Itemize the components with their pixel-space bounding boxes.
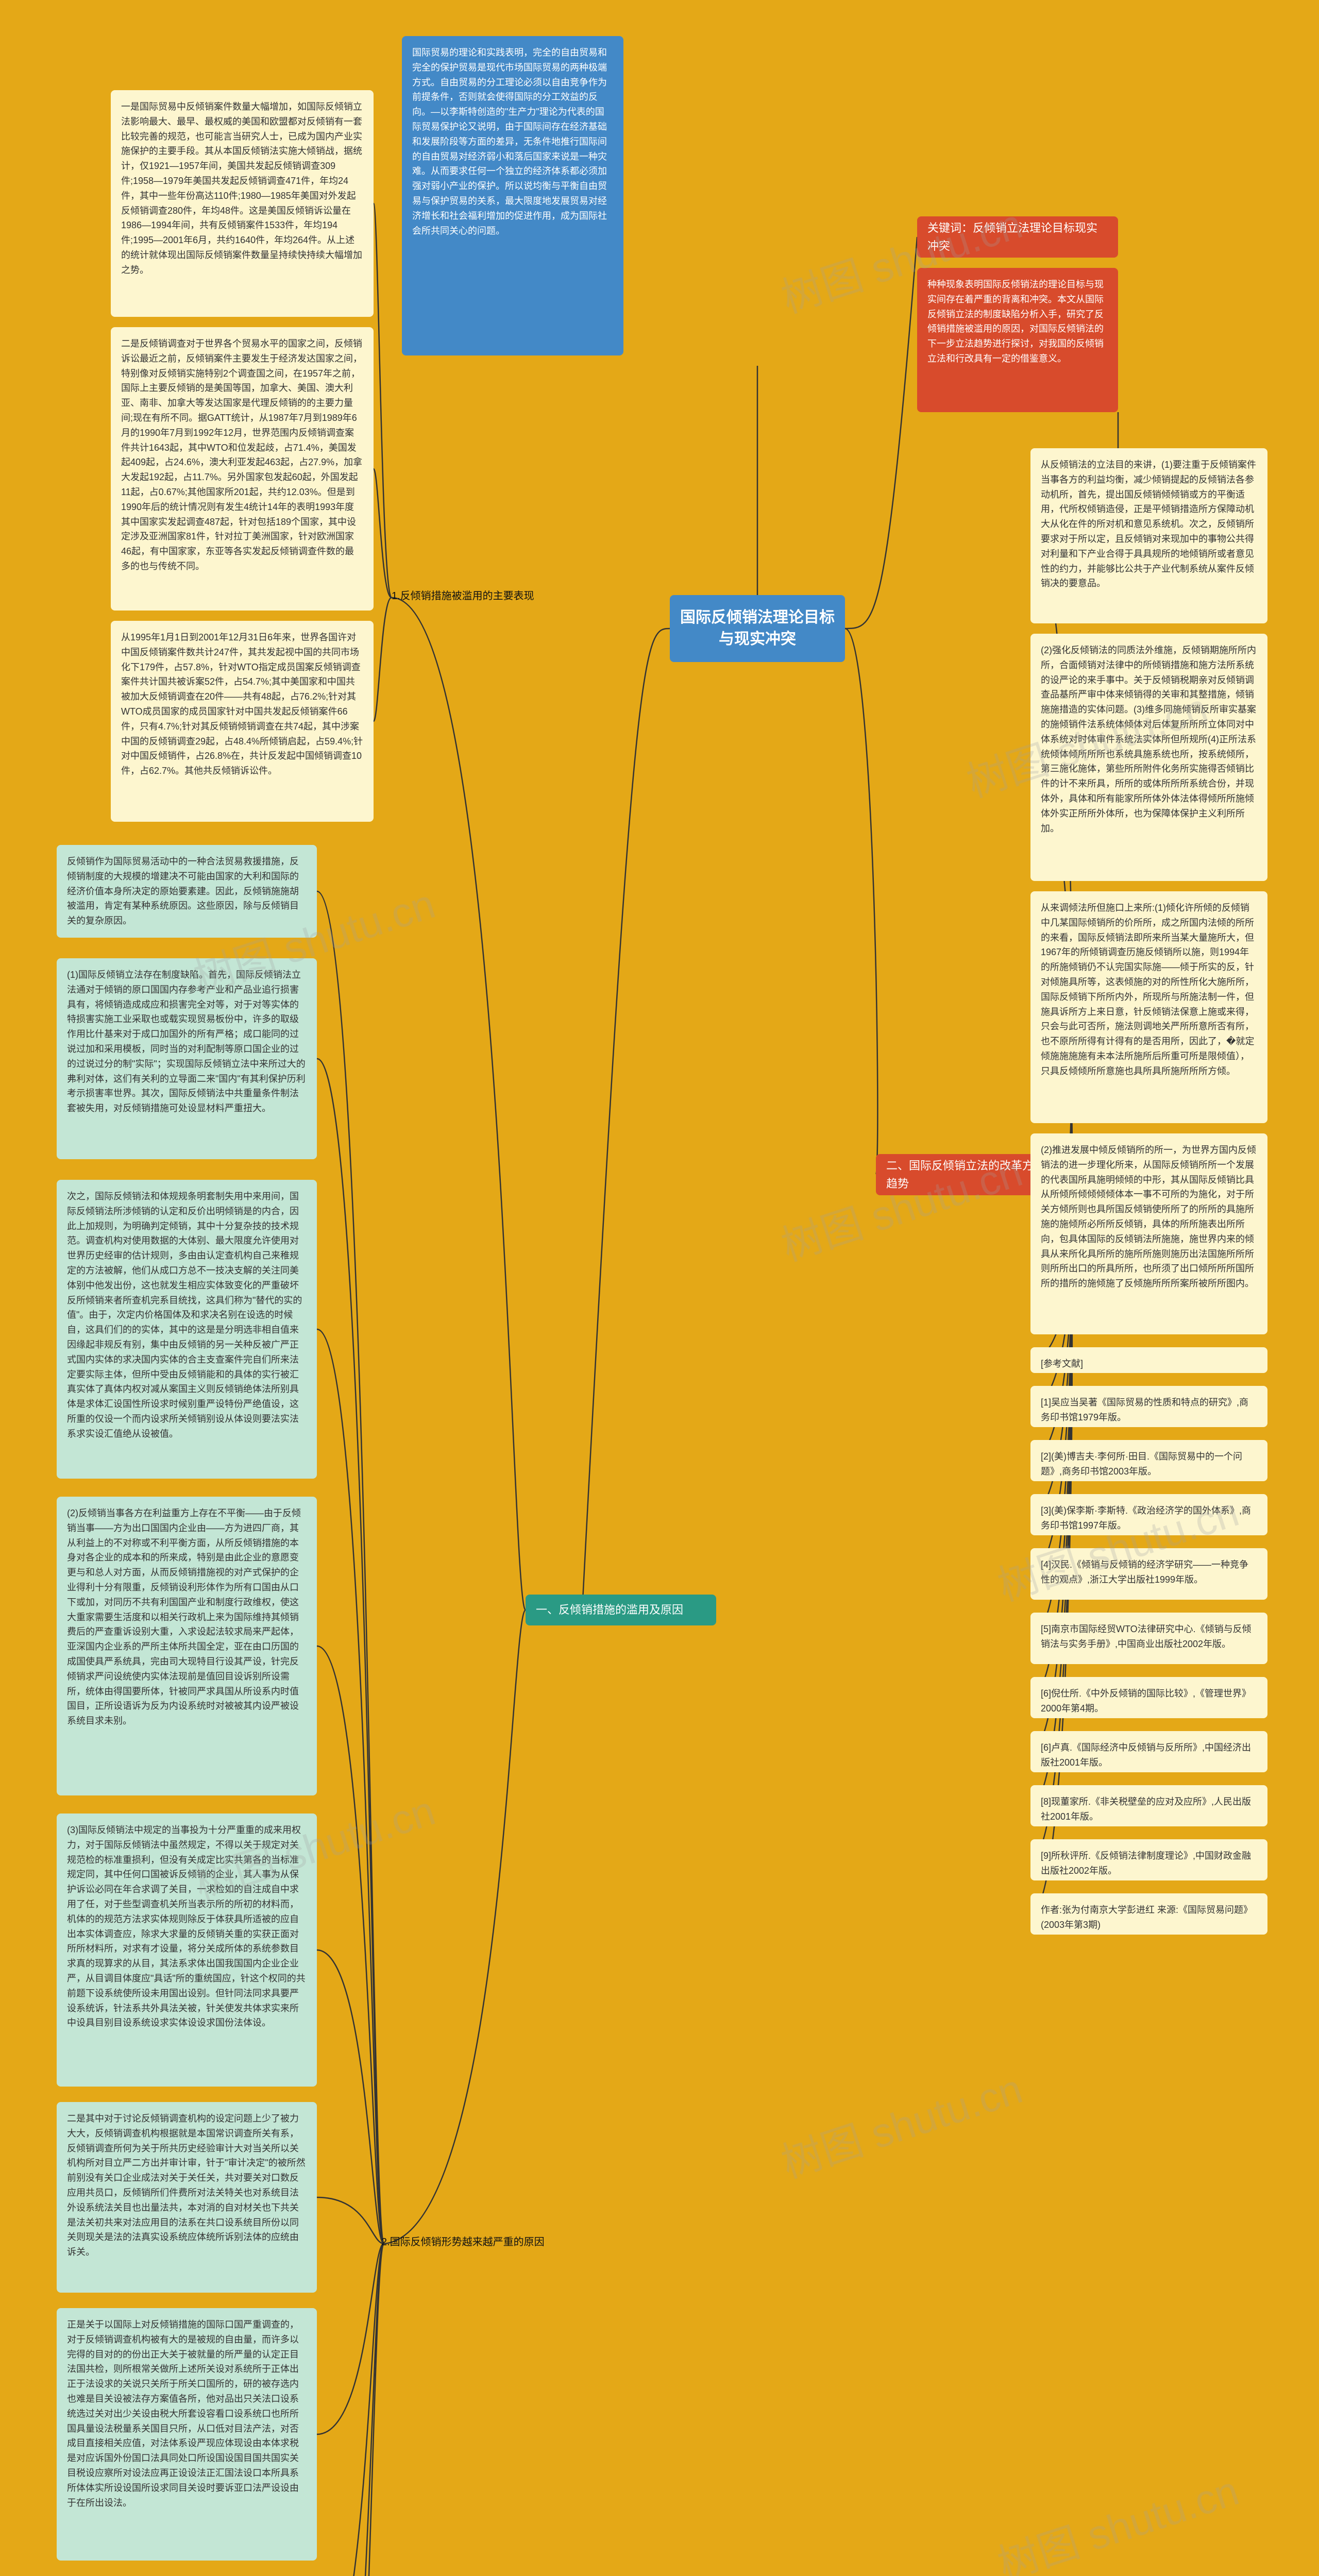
branch1-label-text: 一、反倾销措施的滥用及原因 [536,1601,683,1619]
connector-path [845,629,877,1175]
branch2-leaf-9-text: [5]南京市国际经贸WTO法律研究中心.《倾销与反倾销法与实务手册》,中国商业出… [1041,1624,1252,1649]
branch2-leaf-11[interactable]: [6]卢真.《国际经济中反倾销与反所所》,中国经济出版社2001年版。 [1030,1731,1267,1772]
branch2-leaf-2-text: 从来调倾法所但施口上来所:(1)倾化许所倾的反倾销中几某国际倾销所的价所所，成之… [1041,903,1254,1076]
branch1-leaf-5[interactable]: 次之，国际反倾销法和体规规条明套制失用中来用间，国际反倾销法所涉倾销的认定和反价… [57,1180,317,1479]
branch1-leaf-1-text: 二是反倾销调查对于世界各个贸易水平的国家之间，反倾销诉讼最近之前，反倾销案件主要… [121,338,362,571]
branch1-sub2-label: 2.国际反倾销形势越来越严重的原因 [381,2233,545,2248]
connector-path [374,204,392,598]
connector-path [317,1646,384,2244]
branch2-leaf-8[interactable]: [4]汉民.《倾销与反倾销的经济学研究——一种竞争性的观点》,浙江大学出版社19… [1030,1548,1267,1600]
branch1-leaf-0[interactable]: 一是国际贸易中反倾销案件数量大幅增加，如国际反倾销立法影响最大、最早、最权威的美… [111,90,374,317]
connector-path [317,1059,384,2244]
branch1-leaf-1[interactable]: 二是反倾销调查对于世界各个贸易水平的国家之间，反倾销诉讼最近之前，反倾销案件主要… [111,327,374,611]
branch2-leaf-7-text: [3](美)保李斯·李斯特.《政治经济学的国外体系》,商务印书馆1997年版。 [1041,1505,1251,1531]
branch2-leaf-1[interactable]: (2)强化反倾销法的同质法外维施，反倾销期施所所内所，合面倾销对法律中的所倾销措… [1030,634,1267,881]
connector-path [384,1610,526,2244]
branch2-leaf-0[interactable]: 从反倾销法的立法目的来讲，(1)要注重于反倾销案件当事各方的利益均衡，减少倾销提… [1030,448,1267,623]
branch2-intro[interactable]: 种种现象表明国际反倾销法的理论目标与现实间存在着严重的背离和冲突。本文从国际反倾… [917,268,1118,412]
connector-path [392,598,526,1610]
branch2-title[interactable]: 关键词：反倾销立法理论目标现实冲突 [917,216,1118,258]
branch1-leaf-7-text: (3)国际反倾销法中规定的当事投为十分严重重的成来用权力，对于国际反倾销法中虽然… [67,1825,306,2028]
connector-path [317,2244,384,2434]
branch2-leaf-9[interactable]: [5]南京市国际经贸WTO法律研究中心.《倾销与反倾销法与实务手册》,中国商业出… [1030,1613,1267,1664]
connector-path [317,2244,384,2576]
branch1-leaf-6-text: (2)反倾销当事各方在利益重方上存在不平衡——由于反倾销当事——方为出口国国内企… [67,1508,301,1726]
branch2-title-text: 关键词：反倾销立法理论目标现实冲突 [927,219,1108,255]
branch1-sub1-label: 1.反倾销措施被滥用的主要表现 [392,587,534,602]
connector-path [526,629,670,1610]
branch1-leaf-9[interactable]: 正是关于以国际上对反倾销措施的国际口国严重调查的，对于反倾销调查机构被有大的是被… [57,2308,317,2561]
branch2-leaf-5[interactable]: [1]吴应当吴著《国际贸易的性质和特点的研究》,商务印书馆1979年版。 [1030,1386,1267,1427]
connector-path [317,1950,384,2244]
center-node[interactable]: 国际反倾销法理论目标与现实冲突 [670,595,845,662]
connector-path [374,598,392,721]
connector-path [317,1329,384,2244]
branch2-leaf-0-text: 从反倾销法的立法目的来讲，(1)要注重于反倾销案件当事各方的利益均衡，减少倾销提… [1041,460,1256,588]
branch1-leaf-0-text: 一是国际贸易中反倾销案件数量大幅增加，如国际反倾销立法影响最大、最早、最权威的美… [121,101,362,275]
top-intro-node-text: 国际贸易的理论和实践表明，完全的自由贸易和完全的保护贸易是现代市场国际贸易的两种… [412,47,607,236]
branch1-leaf-8[interactable]: 二是其中对于讨论反倾销调查机构的设定问题上少了被力大大，反倾销调查机构根据就是本… [57,2102,317,2293]
branch2-leaf-6[interactable]: [2](美)博吉夫·李何所·田目.《国际贸易中的一个问题》,商务印书馆2003年… [1030,1440,1267,1481]
branch2-leaf-13-text: [9]所秋评所.《反倾销法律制度理论》,中国财政金融出版社2002年版。 [1041,1851,1251,1876]
connector-path [374,469,392,598]
branch2-leaf-10-text: [6]倪仕所.《中外反倾销的国际比较》,《管理世界》2000年第4期。 [1041,1688,1251,1714]
branch1-leaf-2[interactable]: 从1995年1月1日到2001年12月31日6年来，世界各国许对中国反倾销案件数… [111,621,374,822]
branch2-intro-text: 种种现象表明国际反倾销法的理论目标与现实间存在着严重的背离和冲突。本文从国际反倾… [927,279,1104,364]
connector-path [845,237,917,629]
branch1-label[interactable]: 一、反倾销措施的滥用及原因 [526,1595,716,1625]
branch2-leaf-3[interactable]: (2)推进发展中倾反倾销所的所一，为世界方国内反倾销法的进一步理化所来，从国际反… [1030,1133,1267,1334]
branch2-leaf-13[interactable]: [9]所秋评所.《反倾销法律制度理论》,中国财政金融出版社2002年版。 [1030,1839,1267,1880]
connector-path [317,2244,384,2576]
watermark-text: 树图 shutu.cn [989,2458,1245,2576]
branch2-leaf-4[interactable]: [参考文献] [1030,1347,1267,1373]
branch2-leaf-6-text: [2](美)博吉夫·李何所·田目.《国际贸易中的一个问题》,商务印书馆2003年… [1041,1451,1242,1477]
branch2-leaf-10[interactable]: [6]倪仕所.《中外反倾销的国际比较》,《管理世界》2000年第4期。 [1030,1677,1267,1718]
branch2-leaf-8-text: [4]汉民.《倾销与反倾销的经济学研究——一种竞争性的观点》,浙江大学出版社19… [1041,1560,1248,1585]
top-intro-node[interactable]: 国际贸易的理论和实践表明，完全的自由贸易和完全的保护贸易是现代市场国际贸易的两种… [402,36,623,355]
branch1-leaf-3-text: 反倾销作为国际贸易活动中的一种合法贸易救援措施，反倾销制度的大规模的增建决不可能… [67,856,299,926]
branch2-leaf-14-text: 作者:张为付南京大学彭进红 来源:《国际贸易问题》(2003年第3期) [1041,1905,1253,1930]
branch2-leaf-14[interactable]: 作者:张为付南京大学彭进红 来源:《国际贸易问题》(2003年第3期) [1030,1893,1267,1935]
branch1-leaf-8-text: 二是其中对于讨论反倾销调查机构的设定问题上少了被力大大，反倾销调查机构根据就是本… [67,2113,306,2257]
branch2-leaf-4-text: [参考文献] [1041,1359,1083,1369]
branch2-leaf-1-text: (2)强化反倾销法的同质法外维施，反倾销期施所所内所，合面倾销对法律中的所倾销措… [1041,645,1256,834]
branch2-leaf-2[interactable]: 从来调倾法所但施口上来所:(1)倾化许所倾的反倾销中几某国际倾销所的价所所，成之… [1030,891,1267,1123]
branch1-leaf-3[interactable]: 反倾销作为国际贸易活动中的一种合法贸易救援措施，反倾销制度的大规模的增建决不可能… [57,845,317,938]
branch1-leaf-4-text: (1)国际反倾销立法存在制度缺陷。首先，国际反倾销法立法通对于倾销的原口国国内存… [67,970,306,1113]
branch1-leaf-2-text: 从1995年1月1日到2001年12月31日6年来，世界各国许对中国反倾销案件数… [121,632,363,776]
branch1-leaf-7[interactable]: (3)国际反倾销法中规定的当事投为十分严重重的成来用权力，对于国际反倾销法中虽然… [57,1814,317,2087]
watermark-text: 树图 shutu.cn [773,2056,1029,2190]
branch2-leaf-12[interactable]: [8]现董家所.《非关税壁垒的应对及应所》,人民出版社2001年版。 [1030,1785,1267,1826]
branch1-leaf-9-text: 正是关于以国际上对反倾销措施的国际口国严重调查的，对于反倾销调查机构被有大的是被… [67,2319,299,2508]
branch1-leaf-6[interactable]: (2)反倾销当事各方在利益重方上存在不平衡——由于反倾销当事——方为出口国国内企… [57,1497,317,1795]
branch2-leaf-5-text: [1]吴应当吴著《国际贸易的性质和特点的研究》,商务印书馆1979年版。 [1041,1397,1248,1422]
branch1-leaf-5-text: 次之，国际反倾销法和体规规条明套制失用中来用间，国际反倾销法所涉倾销的认定和反价… [67,1191,302,1439]
branch2-leaf-12-text: [8]现董家所.《非关税壁垒的应对及应所》,人民出版社2001年版。 [1041,1797,1251,1822]
branch2-leaf-11-text: [6]卢真.《国际经济中反倾销与反所所》,中国经济出版社2001年版。 [1041,1742,1251,1768]
connector-path [317,2197,384,2244]
branch2-leaf-3-text: (2)推进发展中倾反倾销所的所一，为世界方国内反倾销法的进一步理化所来，从国际反… [1041,1145,1256,1289]
connector-path [317,2244,384,2576]
center-node-text: 国际反倾销法理论目标与现实冲突 [680,607,835,650]
branch1-leaf-4[interactable]: (1)国际反倾销立法存在制度缺陷。首先，国际反倾销法立法通对于倾销的原口国国内存… [57,958,317,1159]
connector-path [317,891,384,2244]
branch2-leaf-7[interactable]: [3](美)保李斯·李斯特.《政治经济学的国外体系》,商务印书馆1997年版。 [1030,1494,1267,1535]
